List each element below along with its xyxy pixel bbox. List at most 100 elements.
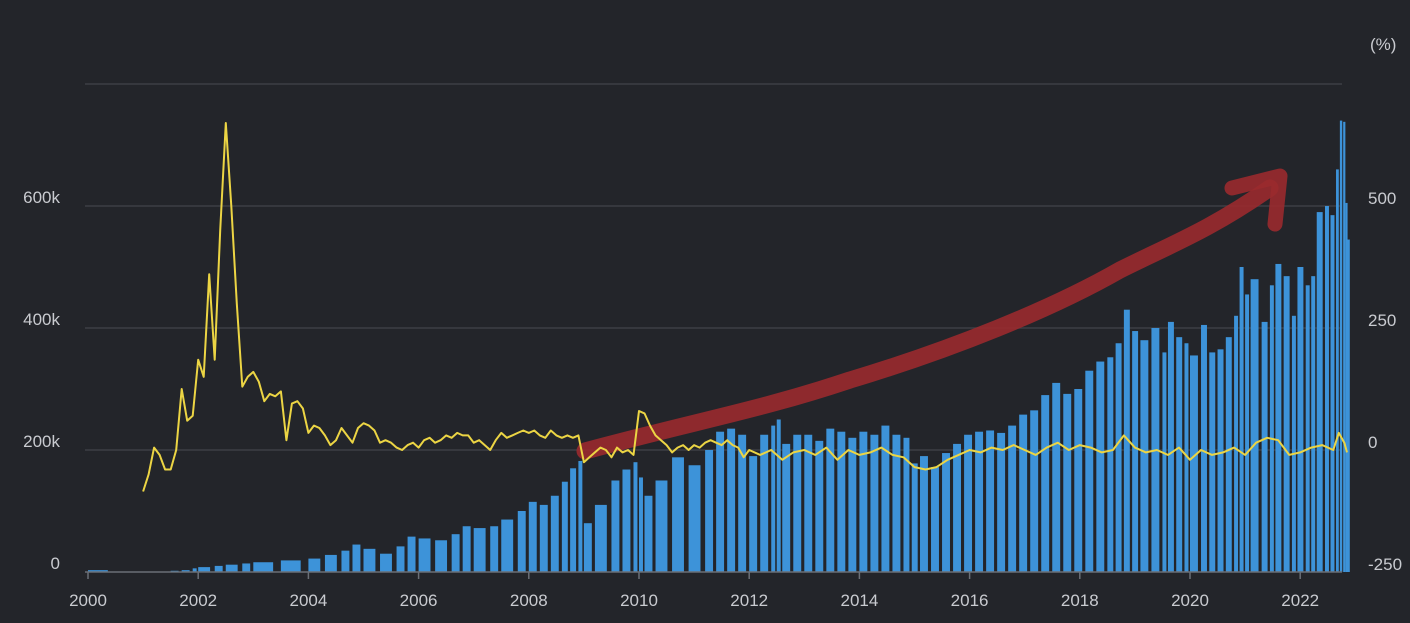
axes: 2000 2002 2004 2006 2008 2010 2012 2014 2016 2018… — [23, 188, 1402, 610]
bar — [903, 437, 910, 572]
x-tick-label: 2016 — [951, 591, 989, 610]
bar — [578, 460, 583, 572]
bar — [1074, 389, 1083, 572]
bar — [771, 425, 776, 572]
bar — [363, 548, 376, 572]
x-tick-label: 2002 — [179, 591, 217, 610]
x-tick-label: 2018 — [1061, 591, 1099, 610]
bar — [1041, 395, 1050, 572]
bar — [192, 568, 197, 572]
bar — [782, 443, 791, 572]
arrow-shaft — [576, 179, 1279, 460]
y-left-tick-label: 0 — [51, 554, 60, 573]
bar — [1107, 357, 1114, 572]
line-series — [142, 122, 1348, 492]
bar — [655, 480, 668, 572]
bar — [942, 453, 950, 572]
bar — [462, 526, 471, 572]
bar — [1123, 309, 1130, 572]
bar — [639, 477, 643, 572]
bar — [1343, 121, 1346, 572]
y-right-tick-label: 250 — [1368, 311, 1396, 330]
y-right-tick-label: -250 — [1368, 555, 1402, 574]
bar — [341, 550, 350, 572]
bar — [622, 469, 631, 572]
arrow-head — [1224, 168, 1288, 232]
bar — [1162, 352, 1167, 572]
bar — [760, 434, 769, 572]
line-series-path — [142, 122, 1348, 492]
bar — [1063, 393, 1072, 572]
bar — [911, 463, 918, 572]
x-tick-label: 2020 — [1171, 591, 1209, 610]
bar — [953, 443, 962, 572]
bar — [738, 434, 747, 572]
x-tick-label: 2004 — [289, 591, 327, 610]
bar — [892, 434, 901, 572]
bar — [280, 560, 301, 572]
bar — [1008, 425, 1017, 572]
bar — [1336, 169, 1339, 572]
bar — [324, 554, 337, 572]
bar — [253, 562, 274, 572]
bar — [1345, 202, 1348, 572]
bar — [1347, 239, 1350, 573]
bar — [418, 538, 431, 572]
bar — [644, 495, 653, 572]
bar — [451, 534, 460, 572]
bar — [396, 546, 405, 572]
bar — [1291, 315, 1296, 572]
bar — [1250, 279, 1259, 572]
bar — [1330, 215, 1335, 572]
bar — [198, 567, 211, 572]
y-left-tick-label: 400k — [23, 310, 60, 329]
bar — [583, 523, 592, 572]
bar — [1167, 321, 1174, 572]
bar — [986, 430, 995, 572]
bar — [776, 419, 781, 572]
bar — [964, 434, 973, 572]
bar — [88, 570, 108, 572]
bar — [407, 536, 416, 572]
x-tick-label: 2000 — [69, 591, 107, 610]
bar — [308, 558, 321, 572]
bar — [848, 437, 857, 572]
bar — [1339, 120, 1343, 572]
bar — [181, 570, 190, 572]
bar — [517, 511, 526, 572]
bar — [1085, 370, 1094, 572]
bar — [1324, 206, 1329, 572]
bar — [611, 480, 620, 572]
x-tick-label: 2006 — [400, 591, 438, 610]
bar — [501, 519, 514, 572]
bar — [1184, 343, 1189, 572]
x-tick-label: 2008 — [510, 591, 548, 610]
bar — [804, 434, 813, 572]
bar — [539, 504, 548, 572]
bar — [1176, 337, 1183, 572]
bar — [1140, 340, 1149, 572]
bar — [1311, 276, 1316, 572]
bar — [561, 481, 568, 572]
bar — [490, 526, 499, 572]
bar — [380, 553, 392, 572]
bar — [815, 440, 824, 572]
bar — [352, 544, 361, 572]
bar — [727, 428, 736, 572]
bar — [1225, 337, 1232, 572]
bar — [826, 428, 835, 572]
bar — [920, 456, 928, 572]
bar — [1275, 263, 1282, 572]
bar — [1305, 285, 1310, 572]
bar — [1245, 294, 1250, 572]
y-left-tick-label: 600k — [23, 188, 60, 207]
bar — [870, 434, 879, 572]
bar — [225, 564, 238, 572]
y-right-tick-label: 500 — [1368, 189, 1396, 208]
bar — [1234, 315, 1239, 572]
bar — [435, 540, 448, 572]
bar — [1019, 414, 1028, 572]
bar — [931, 467, 939, 572]
